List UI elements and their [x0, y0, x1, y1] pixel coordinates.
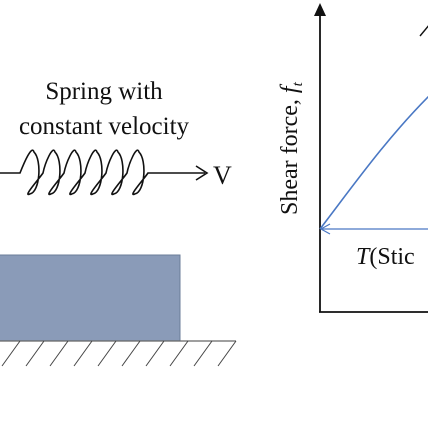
ground-hatch-mark — [121, 340, 141, 367]
velocity-arrowhead-icon — [195, 165, 209, 181]
sliding-block — [0, 254, 181, 342]
ground-hatch-mark — [169, 340, 189, 367]
spring-caption-line1: Spring with — [45, 78, 163, 105]
velocity-label: V — [213, 161, 232, 190]
spring-caption-line2: constant velocity — [19, 113, 190, 140]
ground-hatch-mark — [193, 340, 213, 367]
y-axis-label: Shear force, ft — [277, 81, 306, 215]
ground-hatching — [1, 340, 237, 367]
y-axis-arrowhead-icon — [314, 3, 326, 16]
threshold-label: T(Stic — [356, 244, 415, 270]
ground-hatch-mark — [97, 340, 117, 367]
ground-hatch-mark — [49, 340, 69, 367]
ground-hatch-mark — [217, 340, 237, 367]
ground-hatch-mark — [73, 340, 93, 367]
ground-hatch-mark — [25, 340, 45, 367]
shear-force-curve — [319, 95, 428, 230]
ground-hatch-mark — [145, 340, 165, 367]
spring-coil — [0, 149, 178, 196]
curve-top-fragment — [419, 25, 428, 37]
ground-hatch-mark — [1, 340, 21, 367]
